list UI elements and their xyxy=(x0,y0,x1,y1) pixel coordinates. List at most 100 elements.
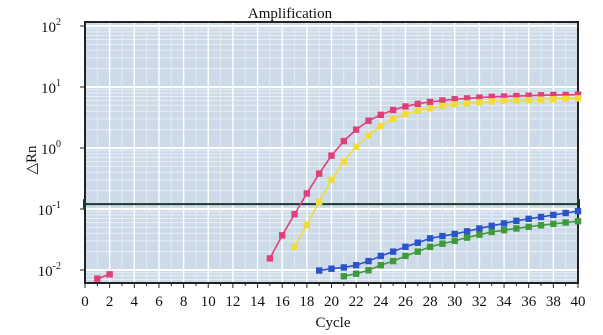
series-4-point xyxy=(402,253,408,259)
series-1-point xyxy=(94,276,100,282)
series-2-point xyxy=(562,96,568,102)
series-2-point xyxy=(353,144,359,150)
series-1-point xyxy=(365,118,371,124)
series-3-point xyxy=(353,262,359,268)
series-4-point xyxy=(452,238,458,244)
series-3-point xyxy=(439,233,445,239)
series-4-point xyxy=(427,244,433,250)
series-3-point xyxy=(476,225,482,231)
series-4-point xyxy=(526,224,532,230)
x-tick-label: 30 xyxy=(447,294,462,310)
x-tick-label: 0 xyxy=(81,294,89,310)
series-2-point xyxy=(452,101,458,107)
y-tick-label: 102 xyxy=(41,17,61,36)
series-3-point xyxy=(538,214,544,220)
x-tick-label: 34 xyxy=(497,294,513,310)
series-2-point xyxy=(390,116,396,122)
series-2-point xyxy=(328,177,334,183)
series-1-point xyxy=(390,107,396,113)
series-1-point xyxy=(106,271,112,277)
x-tick-label: 6 xyxy=(155,294,163,310)
series-2-point xyxy=(476,99,482,105)
y-tick-label: 100 xyxy=(41,139,61,158)
series-3-point xyxy=(501,220,507,226)
series-2-point xyxy=(501,98,507,104)
x-tick-label: 28 xyxy=(423,294,438,310)
series-4-point xyxy=(562,219,568,225)
series-4-point xyxy=(378,262,384,268)
y-axis-label: △Rn xyxy=(24,145,40,175)
x-tick-label: 40 xyxy=(571,294,586,310)
series-2-point xyxy=(304,222,310,228)
series-1-point xyxy=(316,170,322,176)
series-1-point xyxy=(378,112,384,118)
series-4-point xyxy=(353,270,359,276)
x-tick-label: 18 xyxy=(299,294,314,310)
series-4-point xyxy=(538,222,544,228)
x-tick-label: 20 xyxy=(324,294,339,310)
series-2-point xyxy=(341,158,347,164)
series-3-point xyxy=(415,240,421,246)
threshold-handle-right xyxy=(577,199,580,209)
x-tick-label: 4 xyxy=(131,294,139,310)
x-tick-label: 22 xyxy=(349,294,364,310)
series-2-point xyxy=(316,199,322,205)
series-1-point xyxy=(267,255,273,261)
series-3-point xyxy=(427,235,433,241)
series-3-point xyxy=(550,212,556,218)
x-tick-label: 12 xyxy=(225,294,240,310)
series-4-point xyxy=(575,218,581,224)
series-4-point xyxy=(476,231,482,237)
series-3-point xyxy=(464,228,470,234)
series-4-point xyxy=(415,248,421,254)
series-2-point xyxy=(402,111,408,117)
series-2-point xyxy=(489,98,495,104)
series-3-point xyxy=(378,253,384,259)
series-4-point xyxy=(439,240,445,246)
series-3-point xyxy=(341,264,347,270)
x-tick-label: 32 xyxy=(472,294,487,310)
series-1-point xyxy=(415,101,421,107)
series-2-point xyxy=(378,123,384,129)
series-2-point xyxy=(415,107,421,113)
series-2-point xyxy=(464,100,470,106)
x-tick-label: 14 xyxy=(250,294,266,310)
series-4-point xyxy=(489,229,495,235)
series-1-point xyxy=(341,138,347,144)
y-tick-label: 101 xyxy=(41,78,61,97)
series-2-point xyxy=(538,96,544,102)
series-3-point xyxy=(328,266,334,272)
series-3-point xyxy=(365,258,371,264)
series-3-point xyxy=(390,248,396,254)
series-3-point xyxy=(526,216,532,222)
x-tick-label: 38 xyxy=(546,294,561,310)
series-2-point xyxy=(526,97,532,103)
series-1-point xyxy=(279,232,285,238)
x-tick-label: 8 xyxy=(180,294,188,310)
series-1-point xyxy=(328,152,334,158)
y-tick-label: 10-2 xyxy=(38,261,61,280)
x-axis-label: Cycle xyxy=(316,315,351,331)
x-tick-label: 26 xyxy=(398,294,414,310)
series-3-point xyxy=(562,210,568,216)
series-3-point xyxy=(575,208,581,214)
series-3-point xyxy=(316,267,322,273)
series-3-point xyxy=(513,218,519,224)
series-4-point xyxy=(501,227,507,233)
x-tick-label: 2 xyxy=(106,294,114,310)
series-3-point xyxy=(402,244,408,250)
series-2-point xyxy=(291,244,297,250)
plot-area: 0 2 4 6 8 10 12 14 16 18 20 22 24 26 28 30 32 34 36 38 40102… xyxy=(38,17,586,310)
x-tick-label: 10 xyxy=(201,294,216,310)
series-3-point xyxy=(489,223,495,229)
threshold-handle-left xyxy=(83,199,86,209)
series-1-point xyxy=(291,211,297,217)
series-3-point xyxy=(452,231,458,237)
series-4-point xyxy=(390,258,396,264)
series-1-point xyxy=(353,126,359,132)
series-4-point xyxy=(365,267,371,273)
x-tick-label: 16 xyxy=(275,294,291,310)
series-1-point xyxy=(402,103,408,109)
series-4-point xyxy=(513,225,519,231)
